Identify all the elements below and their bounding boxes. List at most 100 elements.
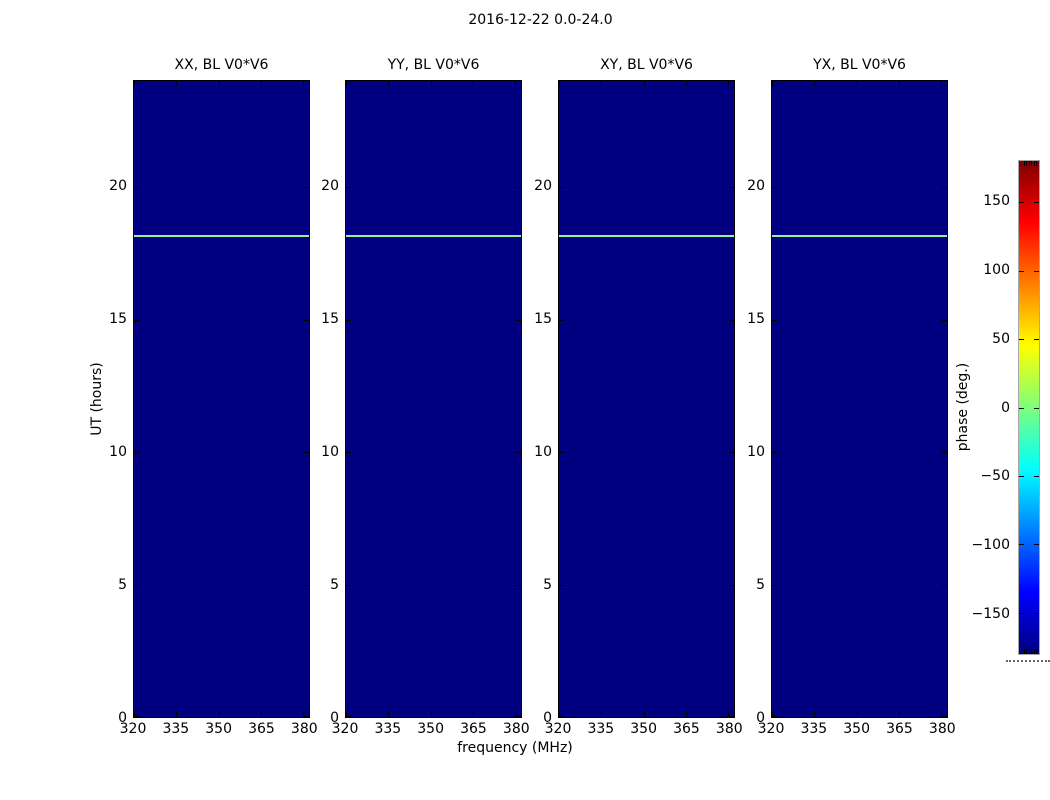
y-tick-mark (346, 319, 351, 321)
y-tick-label: 20 (109, 178, 127, 195)
y-tick-mark (942, 584, 947, 586)
y-tick-label: 15 (109, 311, 127, 328)
y-tick-mark (942, 187, 947, 188)
y-tick-mark (559, 584, 564, 586)
x-tick-mark (261, 712, 263, 717)
x-tick-mark (218, 81, 220, 86)
y-tick-mark (772, 584, 777, 586)
y-tick-mark (346, 452, 351, 453)
colorbar-tick-mark (1034, 339, 1039, 341)
y-tick-label: 15 (321, 311, 339, 328)
y-tick-label: 15 (747, 311, 765, 328)
y-tick-mark (772, 187, 777, 188)
x-tick-mark (899, 712, 901, 717)
colorbar-tick-label: −150 (971, 605, 1010, 622)
x-tick-label: 335 (374, 721, 402, 737)
x-tick-mark (218, 712, 220, 717)
panel-title: YY, BL V0*V6 (387, 57, 480, 73)
y-tick-mark (304, 187, 309, 188)
y-tick-mark (134, 187, 139, 188)
colorbar (1018, 160, 1040, 655)
x-tick-label: 350 (843, 721, 870, 737)
x-tick-label: 380 (715, 721, 743, 737)
colorbar-comb-mark (1031, 649, 1032, 654)
colorbar-tick-label: 100 (983, 262, 1010, 278)
y-tick-label: 20 (321, 178, 339, 195)
x-tick-mark (643, 712, 645, 717)
colorbar-tick-label: −100 (971, 537, 1010, 553)
colorbar-tick-mark (1034, 612, 1039, 614)
x-tick-mark (303, 81, 305, 86)
colorbar-comb-mark (1026, 161, 1027, 166)
y-tick-mark (304, 716, 309, 717)
colorbar-tick-mark (1019, 475, 1024, 477)
colorbar-dotted-line (1006, 660, 1050, 662)
colorbar-tick-mark (1034, 544, 1039, 546)
y-tick-mark (346, 584, 351, 586)
y-tick-mark (134, 319, 139, 321)
colorbar-comb-mark (1036, 161, 1037, 166)
y-tick-label: 10 (747, 444, 765, 461)
y-tick-mark (729, 452, 734, 453)
colorbar-tick-mark (1034, 202, 1039, 204)
x-tick-label: 365 (886, 721, 913, 737)
x-tick-label: 320 (544, 721, 572, 737)
x-tick-mark (388, 81, 390, 86)
y-tick-mark (942, 716, 947, 717)
colorbar-comb-mark (1033, 161, 1035, 166)
plot-area-yy (345, 80, 522, 718)
x-tick-mark (303, 712, 305, 717)
y-tick-label: 10 (534, 444, 552, 461)
x-tick-label: 335 (800, 721, 828, 737)
x-tick-mark (134, 81, 135, 86)
colorbar-tick-mark (1019, 339, 1024, 341)
x-tick-mark (601, 81, 603, 86)
x-tick-mark (473, 81, 475, 86)
panel-title: XX, BL V0*V6 (174, 57, 269, 73)
x-tick-mark (430, 81, 432, 86)
y-tick-mark (772, 452, 777, 453)
x-axis-label: frequency (MHz) (457, 740, 573, 756)
colorbar-tick-label: 0 (1001, 399, 1010, 416)
colorbar-comb-mark (1028, 649, 1030, 654)
x-tick-mark (686, 81, 688, 86)
x-tick-mark (856, 712, 858, 717)
y-tick-label: 20 (534, 178, 552, 195)
x-tick-mark (899, 81, 901, 86)
y-tick-label: 0 (118, 710, 127, 726)
y-tick-label: 5 (330, 577, 339, 594)
colorbar-tick-mark (1034, 270, 1039, 272)
phase-line (134, 235, 309, 237)
colorbar-comb-mark (1031, 161, 1032, 166)
y-tick-mark (942, 319, 947, 321)
x-tick-label: 335 (162, 721, 190, 737)
y-tick-mark (772, 716, 777, 717)
y-tick-label: 0 (756, 710, 765, 726)
y-tick-label: 0 (330, 710, 339, 726)
colorbar-tick-label: 50 (992, 330, 1010, 347)
x-tick-label: 320 (331, 721, 359, 737)
x-tick-mark (941, 81, 943, 86)
x-tick-mark (814, 712, 816, 717)
x-tick-mark (559, 712, 560, 717)
plot-area-xx (133, 80, 310, 718)
colorbar-comb-mark (1028, 161, 1030, 166)
x-tick-mark (643, 81, 645, 86)
x-tick-mark (261, 81, 263, 86)
colorbar-comb-mark (1026, 649, 1027, 654)
y-tick-mark (346, 187, 351, 188)
colorbar-tick-mark (1019, 270, 1024, 272)
y-tick-label: 10 (321, 444, 339, 461)
x-tick-mark (814, 81, 816, 86)
y-tick-mark (559, 716, 564, 717)
y-tick-mark (942, 452, 947, 453)
x-tick-label: 380 (502, 721, 530, 737)
x-tick-mark (346, 81, 347, 86)
phase-line (772, 235, 947, 237)
y-tick-label: 15 (534, 311, 552, 328)
x-tick-label: 335 (587, 721, 615, 737)
figure-title: 2016-12-22 0.0-24.0 (468, 12, 613, 28)
x-tick-mark (941, 712, 943, 717)
x-tick-mark (430, 712, 432, 717)
x-tick-mark (601, 712, 603, 717)
